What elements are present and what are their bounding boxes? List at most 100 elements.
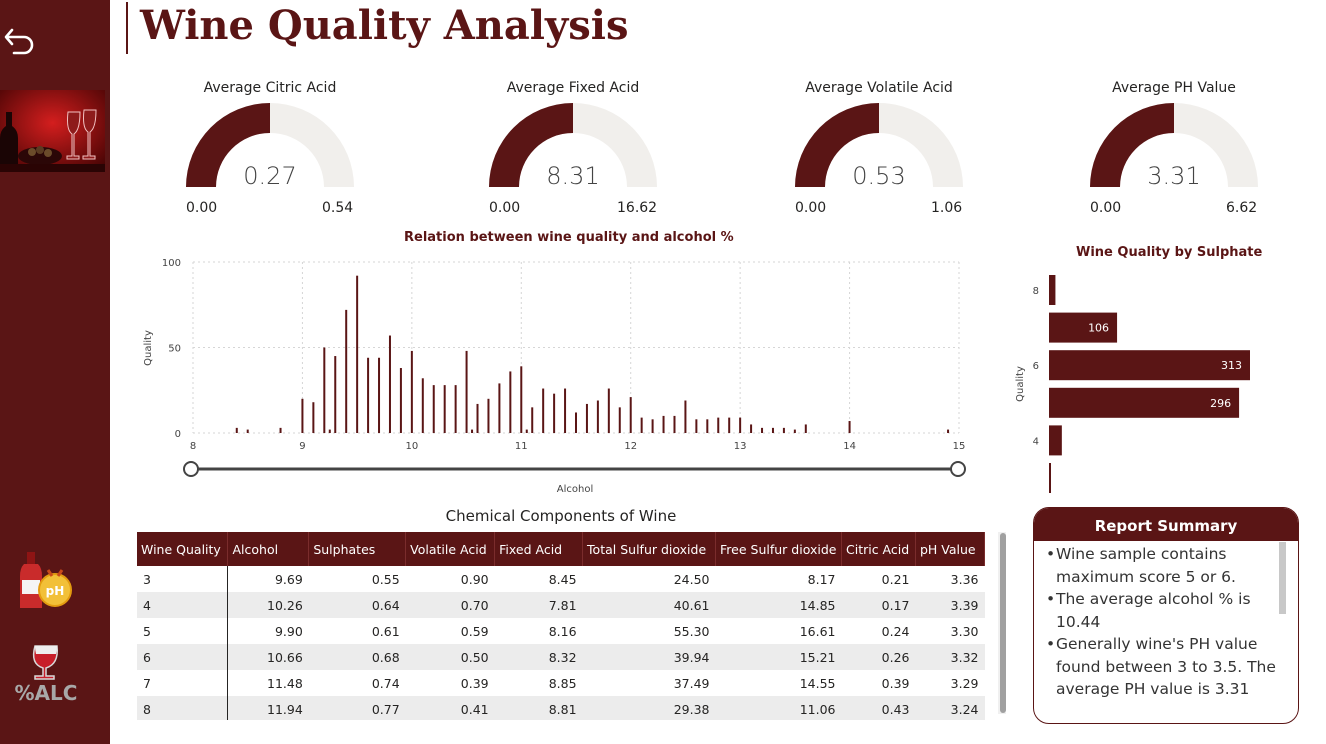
table-row[interactable]: 4 10.26 0.64 0.70 7.81 40.61 14.85 0.17 3.39 (137, 592, 985, 618)
chart-bar[interactable] (739, 417, 742, 433)
column-header[interactable]: Sulphates (308, 532, 407, 566)
table-cell: 3.30 (950, 623, 979, 639)
chart-bar[interactable] (279, 427, 282, 433)
chart-bar[interactable] (662, 415, 665, 433)
column-header[interactable]: Fixed Acid (494, 532, 584, 566)
alc-icon-text: %ALC (15, 681, 78, 705)
chart-bar[interactable] (750, 424, 753, 433)
sulphate-bar[interactable] (1049, 387, 1240, 418)
table-cell: 0.50 (405, 644, 495, 670)
wine-ph-icon[interactable]: pH (18, 548, 78, 612)
chart-bar[interactable] (673, 415, 676, 433)
chart-bar[interactable] (761, 427, 764, 433)
chart-bar[interactable] (246, 429, 249, 433)
table-cell: 7.81 (494, 592, 583, 618)
column-header[interactable]: Citric Acid (841, 532, 916, 566)
chart-bar[interactable] (356, 275, 359, 433)
column-header[interactable]: Free Sulfur dioxide (715, 532, 842, 566)
table-cell: 24.50 (673, 571, 710, 587)
sulphate-bar[interactable] (1049, 312, 1118, 343)
summary-scrollbar[interactable] (1279, 542, 1286, 614)
table-cell: 0.55 (371, 571, 400, 587)
chart-bar[interactable] (684, 400, 687, 433)
chart-bar[interactable] (618, 407, 621, 433)
sulphate-bar[interactable] (1049, 350, 1250, 381)
back-arrow-icon[interactable] (2, 20, 38, 60)
chart-bar[interactable] (793, 429, 796, 433)
chart-bar[interactable] (301, 398, 304, 433)
table-cell: 14.85 (715, 592, 842, 618)
table-cell: 11.06 (715, 696, 842, 720)
table-cell: 5 (137, 618, 229, 644)
chart-bar[interactable] (432, 385, 435, 433)
chart-bar[interactable] (706, 419, 709, 433)
chart-bar[interactable] (804, 424, 807, 433)
column-header[interactable]: Total Sulfur dioxide (582, 532, 717, 566)
chart-bar[interactable] (487, 398, 490, 433)
table-row[interactable]: 8 11.94 0.77 0.41 8.81 29.38 11.06 0.43 3.24 (137, 696, 985, 720)
table-cell: 11.94 (227, 696, 309, 720)
chart-bar[interactable] (531, 407, 534, 433)
table-cell: 3 (137, 566, 229, 592)
chart-bar[interactable] (564, 388, 567, 433)
chart-bar[interactable] (367, 357, 370, 433)
column-header[interactable]: Volatile Acid (405, 532, 496, 566)
chart-bar[interactable] (717, 417, 720, 433)
table-row[interactable]: 5 9.90 0.61 0.59 8.16 55.30 16.61 0.24 3.30 (137, 618, 985, 644)
alcohol-percent-icon[interactable]: %ALC (10, 644, 82, 706)
sulphate-bar[interactable] (1049, 425, 1062, 456)
table-row[interactable]: 6 10.66 0.68 0.50 8.32 39.94 15.21 0.26 3.32 (137, 644, 985, 670)
chart-bar[interactable] (771, 427, 774, 433)
chart-bar[interactable] (509, 371, 512, 433)
chart-bar[interactable] (235, 427, 238, 433)
range-slider-min-handle[interactable] (183, 461, 199, 477)
table-cell: 8.16 (548, 623, 577, 639)
chart-bar[interactable] (607, 388, 610, 433)
chart-bar[interactable] (443, 385, 446, 433)
chart-bar[interactable] (410, 350, 413, 433)
chart-bar[interactable] (947, 429, 950, 433)
chart-bar[interactable] (421, 378, 424, 433)
column-header[interactable]: pH Value (915, 532, 985, 566)
column-header[interactable]: Wine Quality (137, 532, 229, 566)
chart-bar[interactable] (553, 393, 556, 433)
chart-bar[interactable] (596, 400, 599, 433)
chart-bar[interactable] (542, 388, 545, 433)
table-scrollbar-thumb[interactable] (1000, 533, 1006, 713)
chart-bar[interactable] (388, 335, 391, 433)
chart-bar[interactable] (454, 385, 457, 433)
chart-bar[interactable] (345, 309, 348, 433)
chart-bar[interactable] (640, 417, 643, 433)
chart-bar[interactable] (498, 383, 501, 433)
gauge-min: 0.00 (1090, 200, 1122, 216)
chart-bar[interactable] (399, 368, 402, 433)
sulphate-bar[interactable] (1049, 275, 1056, 305)
chart-bar[interactable] (328, 429, 331, 433)
chart-bar[interactable] (334, 356, 337, 433)
column-header[interactable]: Alcohol (227, 532, 310, 566)
chart-bar[interactable] (651, 419, 654, 433)
chart-bar[interactable] (312, 402, 315, 433)
chart-bar[interactable] (465, 350, 468, 433)
chart-bar[interactable] (848, 421, 851, 433)
table-cell: 0.68 (308, 644, 406, 670)
chart-bar[interactable] (471, 429, 474, 433)
chart-bar[interactable] (629, 397, 632, 433)
sulphate-bar[interactable] (1049, 463, 1051, 493)
chart-bar[interactable] (695, 419, 698, 433)
chart-bar[interactable] (585, 403, 588, 433)
chart-bar[interactable] (782, 427, 785, 433)
chart-bar[interactable] (575, 412, 577, 433)
range-slider-max-handle[interactable] (950, 461, 966, 477)
chart-bar[interactable] (525, 429, 528, 433)
gauge-fill (795, 103, 879, 187)
table-row[interactable]: 7 11.48 0.74 0.39 8.85 37.49 14.55 0.39 3.29 (137, 670, 985, 696)
chart-bar[interactable] (378, 357, 381, 433)
chart-bar[interactable] (323, 347, 326, 434)
table-cell: 8 (137, 696, 229, 720)
chart-bar[interactable] (476, 403, 479, 433)
table-row[interactable]: 3 9.69 0.55 0.90 8.45 24.50 8.17 0.21 3.36 (137, 566, 985, 592)
chart-bar[interactable] (728, 417, 731, 433)
table-cell: 0.70 (405, 592, 495, 618)
chart-bar[interactable] (520, 366, 523, 433)
